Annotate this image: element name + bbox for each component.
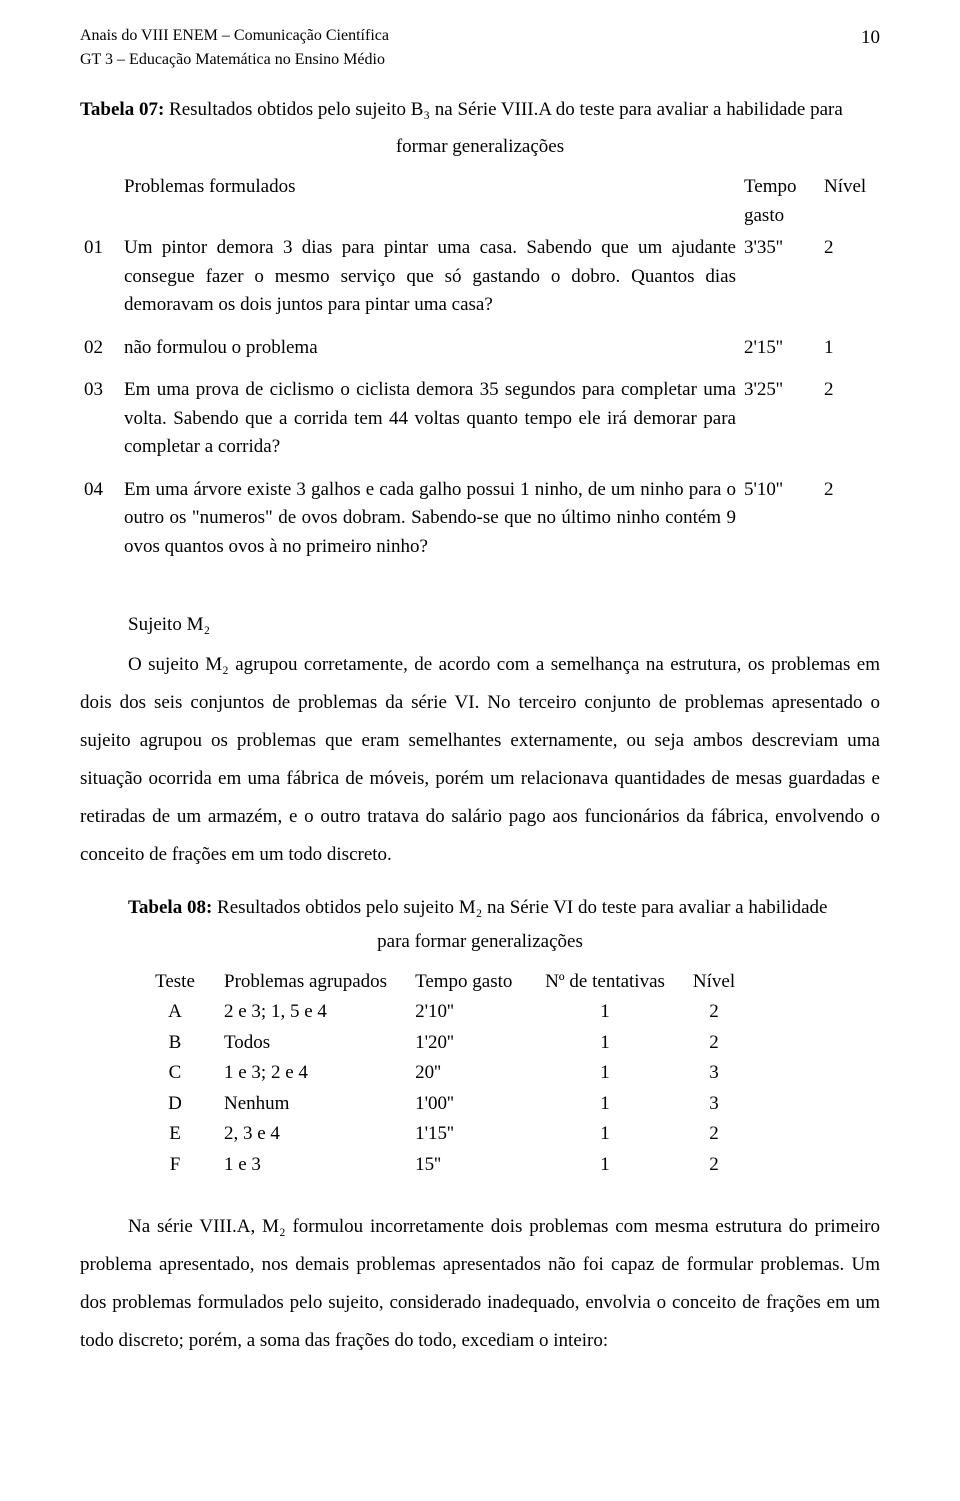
- tabela08-header-row: Teste Problemas agrupados Tempo gasto Nº…: [140, 967, 749, 998]
- tabela07-row-nivel: 1: [820, 334, 880, 377]
- tabela07-col-problemas: Problemas formulados: [120, 173, 740, 234]
- tabela07-title: Tabela 07: Resultados obtidos pelo sujei…: [80, 96, 880, 125]
- tabela07-row-nivel: 2: [820, 234, 880, 334]
- tabela08-h-tent: Nº de tentativas: [531, 967, 679, 998]
- tabela08-h-nivel: Nível: [679, 967, 749, 998]
- tabela07-row-text: Em uma prova de ciclismo o ciclista demo…: [120, 376, 740, 476]
- tabela07-subtitle: formar generalizações: [80, 133, 880, 162]
- page-header: Anais do VIII ENEM – Comunicação Científ…: [80, 24, 880, 72]
- sujeito-m2-para1: O sujeito M₂ agrupou corretamente, de ac…: [80, 646, 880, 874]
- tabela08-row: F 1 e 3 15'' 1 2: [140, 1150, 749, 1181]
- tabela08-row: D Nenhum 1'00'' 1 3: [140, 1089, 749, 1120]
- tabela08-title: Tabela 08: Resultados obtidos pelo sujei…: [80, 894, 880, 923]
- tabela07-row-text: não formulou o problema: [120, 334, 740, 377]
- tabela07-title-bold: Tabela 07:: [80, 99, 164, 120]
- tabela07-row-tempo: 2'15'': [740, 334, 820, 377]
- tabela07-row: 04 Em uma árvore existe 3 galhos e cada …: [80, 476, 880, 576]
- tabela07-row-nivel: 2: [820, 376, 880, 476]
- tabela08-subtitle: para formar generalizações: [80, 928, 880, 957]
- closing-para: Na série VIII.A, M₂ formulou incorretame…: [80, 1208, 880, 1360]
- tabela07-row-text: Em uma árvore existe 3 galhos e cada gal…: [120, 476, 740, 576]
- tabela07-row-nivel: 2: [820, 476, 880, 576]
- tabela07-row: 03 Em uma prova de ciclismo o ciclista d…: [80, 376, 880, 476]
- tabela08-row: B Todos 1'20'' 1 2: [140, 1028, 749, 1059]
- tabela08-row: E 2, 3 e 4 1'15'' 1 2: [140, 1119, 749, 1150]
- tabela07-row-tempo: 5'10'': [740, 476, 820, 576]
- tabela07-header-row: Problemas formulados Tempo gasto Nível: [80, 173, 880, 234]
- tabela07-col-tempo: Tempo gasto: [740, 173, 820, 234]
- tabela08-title-rest: Resultados obtidos pelo sujeito M₂ na Sé…: [212, 897, 827, 918]
- sujeito-m2-heading: Sujeito M₂: [80, 611, 880, 640]
- tabela07-row-num: 03: [80, 376, 120, 476]
- tabela07-row-num: 02: [80, 334, 120, 377]
- tabela07-row-num: 01: [80, 234, 120, 334]
- tabela07-col-nivel: Nível: [820, 173, 880, 234]
- tabela08-h-prob: Problemas agrupados: [210, 967, 401, 998]
- tabela07-title-rest: Resultados obtidos pelo sujeito B₃ na Sé…: [164, 99, 842, 120]
- tabela07-row: 02 não formulou o problema 2'15'' 1: [80, 334, 880, 377]
- header-line-2: GT 3 – Educação Matemática no Ensino Méd…: [80, 48, 880, 72]
- tabela07-row-tempo: 3'25'': [740, 376, 820, 476]
- tabela07-row-tempo: 3'35'': [740, 234, 820, 334]
- tabela08-row: A 2 e 3; 1, 5 e 4 2'10'' 1 2: [140, 997, 749, 1028]
- tabela08-h-teste: Teste: [140, 967, 210, 998]
- tabela07-row: 01 Um pintor demora 3 dias para pintar u…: [80, 234, 880, 334]
- tabela08-title-bold: Tabela 08:: [128, 897, 212, 918]
- tabela07-row-num: 04: [80, 476, 120, 576]
- tabela08: Teste Problemas agrupados Tempo gasto Nº…: [140, 967, 749, 1181]
- page-number: 10: [861, 24, 880, 53]
- tabela08-h-tempo: Tempo gasto: [401, 967, 531, 998]
- header-line-1: Anais do VIII ENEM – Comunicação Científ…: [80, 24, 880, 48]
- tabela07-row-text: Um pintor demora 3 dias para pintar uma …: [120, 234, 740, 334]
- tabela08-row: C 1 e 3; 2 e 4 20'' 1 3: [140, 1058, 749, 1089]
- tabela07: Problemas formulados Tempo gasto Nível 0…: [80, 173, 880, 575]
